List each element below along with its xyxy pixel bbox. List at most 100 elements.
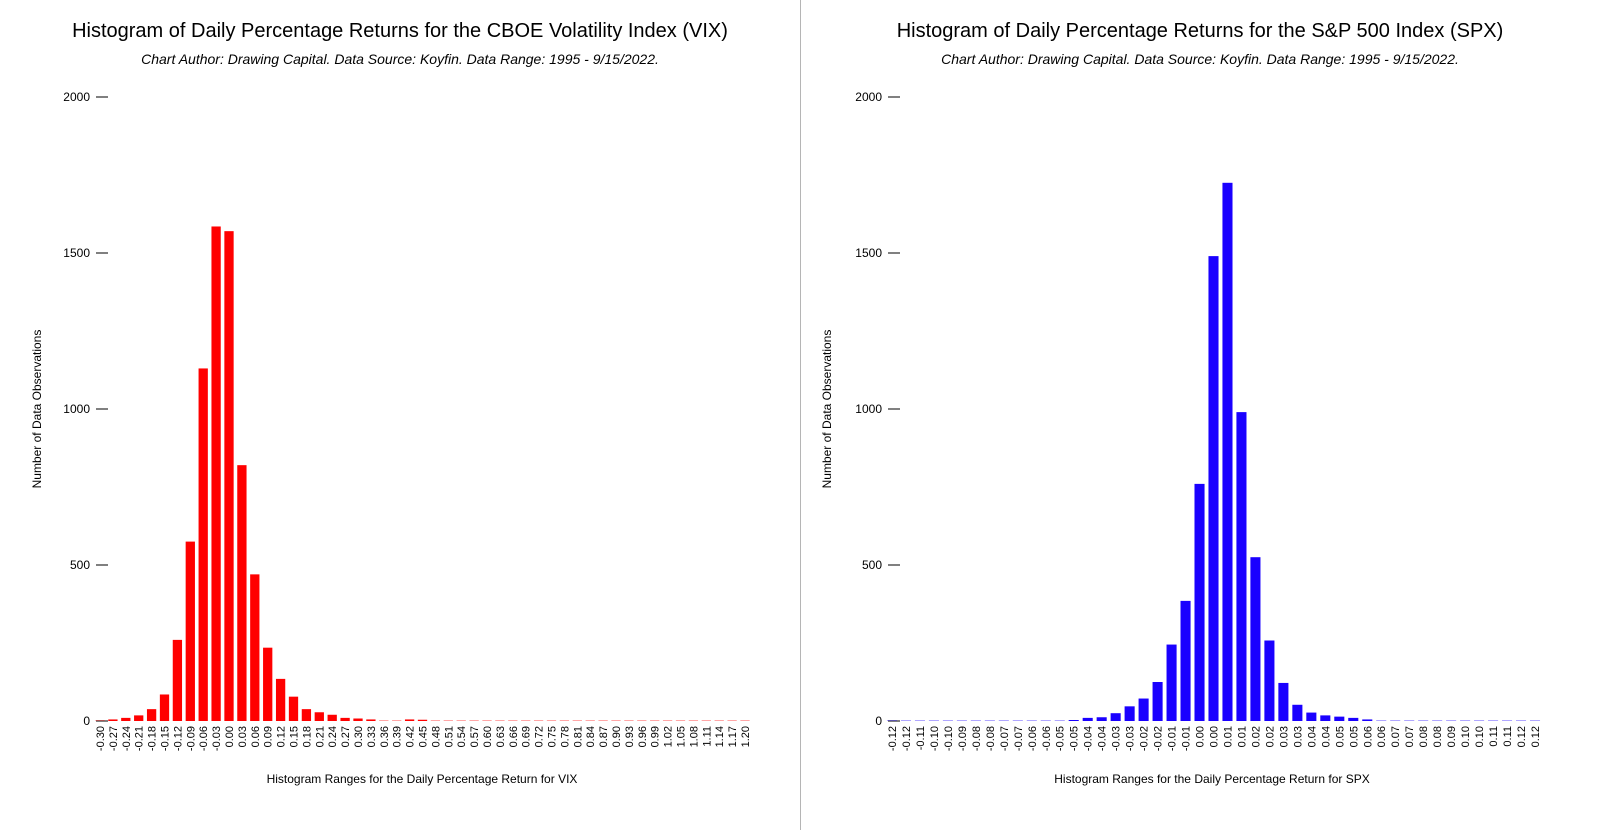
bar [1474,720,1485,721]
x-tick-label: -0.01 [1167,726,1179,751]
x-tick-label: -0.06 [198,726,210,751]
x-tick-label: 0.21 [314,726,326,747]
bar [95,720,105,721]
bar [1348,717,1359,721]
bar [1124,706,1135,721]
bar [314,712,324,721]
x-tick-label: -0.24 [121,726,133,751]
x-tick-label: 0.84 [585,726,597,747]
bar [1152,682,1163,721]
x-tick-label: 0.33 [366,726,378,747]
x-tick-label: 0.72 [534,726,546,747]
x-tick-label: -0.05 [1069,726,1081,751]
x-tick-label: 0.09 [1446,726,1458,747]
bar [998,720,1009,721]
bar [146,709,157,721]
bar [1460,720,1471,721]
x-tick-label: -0.21 [134,726,146,751]
x-tick-label: -0.03 [211,726,223,751]
bar [1054,720,1065,721]
x-tick-label: 0.12 [276,726,288,747]
x-tick-label: 0.04 [1306,726,1318,747]
x-tick-label: -0.08 [971,726,983,751]
bar [572,720,582,721]
bar [1376,720,1387,721]
y-tick-label: 500 [70,558,90,572]
bar [727,720,737,721]
x-tick-label: 1.14 [714,726,726,747]
x-tick-label: 0.27 [340,726,352,747]
bar [121,717,131,721]
bar [1418,720,1429,721]
vix-histogram-chart: 2000 1500 1000 500 0 Number of Data Observati… [30,90,752,786]
y-tick-label: 1500 [63,246,90,260]
x-tick-label: -0.10 [943,726,955,751]
x-tick-label: -0.12 [901,726,913,751]
x-tick-label: 0.08 [1418,726,1430,747]
bar [1502,720,1513,721]
bar [353,718,363,721]
bar [404,719,415,721]
bar [1446,720,1457,721]
bar [1488,720,1499,721]
x-tick-label: 0.01 [1236,726,1248,747]
x-tick-label: 0.30 [353,726,365,747]
bar [662,720,673,721]
x-tick-label: 0.08 [1432,726,1444,747]
bar [1529,720,1541,721]
x-tick-label: 0.75 [547,726,559,747]
x-tick-label: -0.04 [1097,726,1109,751]
bar [366,719,376,721]
chart-subtitle: Chart Author: Drawing Capital. Data Sour… [141,51,659,67]
bar [263,647,273,721]
bar [379,720,389,721]
x-tick-label: 0.63 [495,726,507,747]
bar [1040,720,1051,721]
bar [714,720,724,721]
bar [970,720,981,721]
bar [521,720,531,721]
bar [1432,720,1443,721]
x-tick-label: 0.07 [1404,726,1416,747]
bar [237,465,247,721]
chart-title: Histogram of Daily Percentage Returns fo… [72,20,728,42]
x-tick-label: 0.03 [1278,726,1290,747]
x-tick-label: 0.15 [289,726,301,747]
bar [172,639,183,721]
bar [108,719,118,721]
bar [1012,720,1023,721]
bar [1138,698,1149,721]
bar [1110,713,1121,721]
x-tick-label: -0.10 [929,726,941,751]
x-tick-label: -0.02 [1153,726,1165,751]
x-tick-label: 1.08 [688,726,700,747]
bar [1166,644,1177,721]
x-tick-label: 0.06 [1376,726,1388,747]
bar [340,717,350,721]
x-tick-label: -0.12 [887,726,899,751]
bar [1264,640,1275,721]
x-tick-label: -0.03 [1111,726,1123,751]
bar [134,715,144,721]
bar [288,696,299,721]
x-tick-label: -0.27 [108,726,120,751]
bar [1194,483,1205,721]
bar [637,720,647,721]
bar [1515,720,1527,721]
bar [327,714,337,721]
x-tick-label: -0.06 [1027,726,1039,751]
x-tick-label: 0.90 [611,726,623,747]
x-axis-label: Histogram Ranges for the Daily Percentag… [267,772,578,786]
bar [559,720,570,721]
x-tick-label: 0.36 [379,726,391,747]
x-tick-label: -0.06 [1041,726,1053,751]
bar [942,720,953,721]
bar [886,720,898,721]
chart-title: Histogram of Daily Percentage Returns fo… [896,20,1504,42]
bar [508,720,518,721]
bar [1180,600,1191,721]
bar [469,720,479,721]
plot-area: 2000 1500 1000 500 0 Number of Data Observati… [30,90,752,786]
x-tick-label: -0.05 [1055,726,1067,751]
